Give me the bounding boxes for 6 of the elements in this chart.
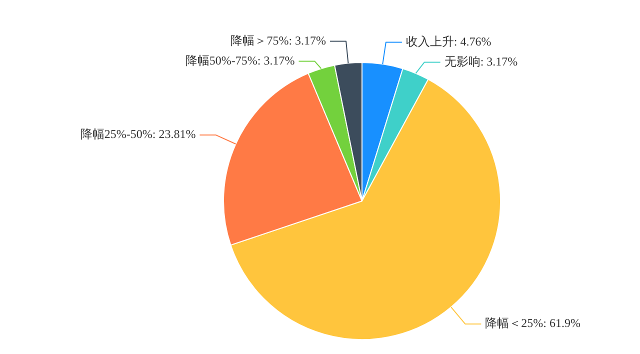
slice-label: 降幅＜25%: 61.9% [485,316,581,330]
slice-label: 降幅＞75%: 3.17% [230,33,326,48]
slice-label: 无影响: 3.17% [444,54,518,68]
slice-label: 降幅25%-50%: 23.81% [80,127,196,142]
slice-label: 收入上升: 4.76% [406,34,492,48]
slice-label: 降幅50%-75%: 3.17% [185,53,295,68]
